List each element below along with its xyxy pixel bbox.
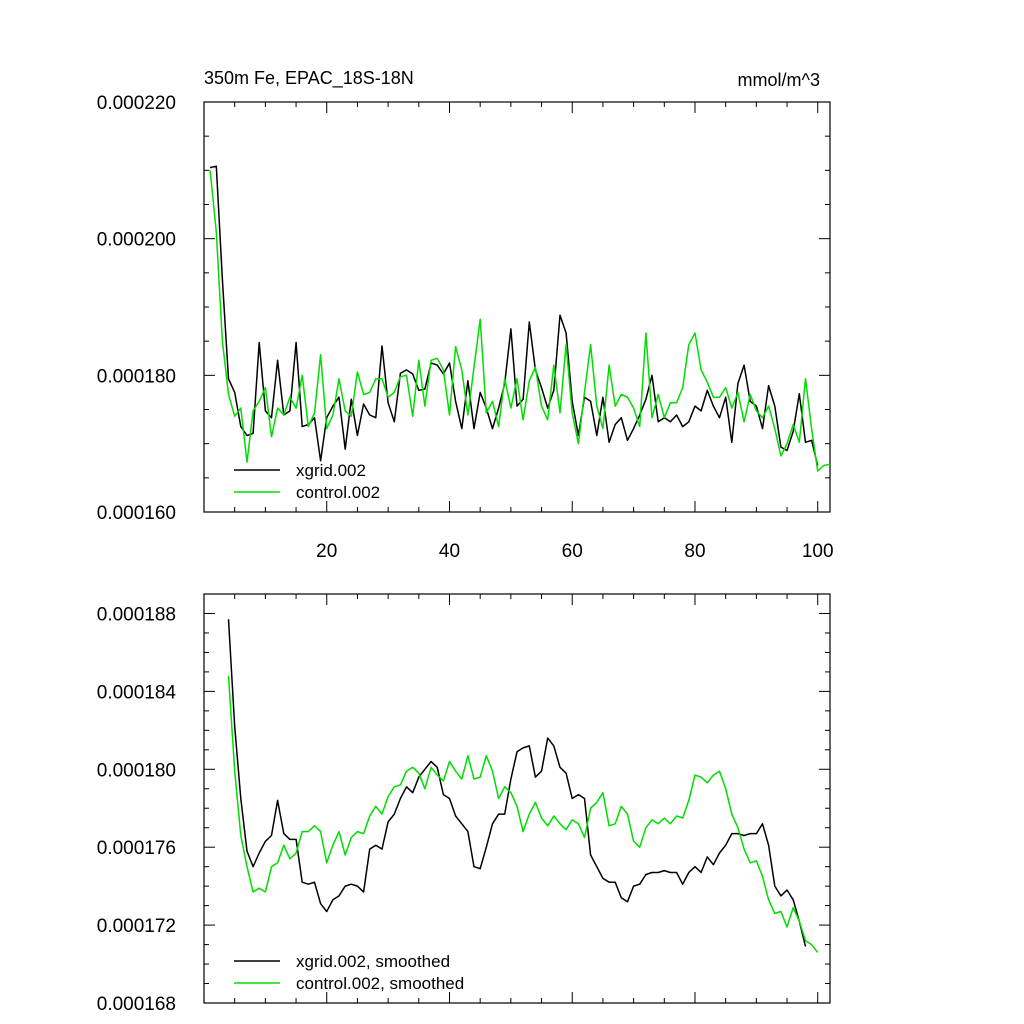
top-panel: 350m Fe, EPAC_18S-18N mmol/m^3 20 40 60 80 1… bbox=[97, 68, 834, 562]
top-x-tick-label: 40 bbox=[439, 541, 460, 562]
bottom-y-tick-label: 0.000180 bbox=[97, 760, 176, 781]
bottom-panel: 0.000168 0.000172 0.000176 0.000180 0.000184… bbox=[97, 593, 831, 1015]
bottom-plot-frame bbox=[203, 593, 831, 1004]
bottom-y-tick-label: 0.000184 bbox=[97, 682, 177, 703]
top-x-tick-label: 80 bbox=[684, 541, 705, 562]
bottom-legend-label: xgrid.002, smoothed bbox=[296, 952, 450, 971]
top-x-tick-label: 100 bbox=[802, 541, 834, 562]
bottom-series-line-xgrid-002-smoothed bbox=[227, 619, 807, 947]
top-y-tick-label: 0.000200 bbox=[97, 230, 176, 251]
bottom-y-tick-label: 0.000172 bbox=[97, 916, 176, 937]
top-y-tick-label: 0.000220 bbox=[97, 93, 176, 114]
top-series-line-control-002 bbox=[209, 170, 831, 472]
top-chart-title: 350m Fe, EPAC_18S-18N bbox=[204, 68, 414, 89]
top-legend-label: control.002 bbox=[296, 483, 380, 502]
top-plot-frame bbox=[203, 101, 831, 513]
bottom-y-tick-label: 0.000168 bbox=[97, 994, 176, 1015]
top-legend-label: xgrid.002 bbox=[296, 461, 366, 480]
top-series-line-xgrid-002 bbox=[209, 165, 819, 466]
bottom-y-tick-label: 0.000176 bbox=[97, 838, 176, 859]
top-x-tick-label: 20 bbox=[316, 541, 337, 562]
top-y-tick-label: 0.000180 bbox=[97, 366, 176, 387]
bottom-series-line-control-002-smoothed bbox=[227, 675, 819, 953]
top-y-tick-label: 0.000160 bbox=[97, 503, 176, 524]
top-x-tick-label: 60 bbox=[562, 541, 583, 562]
bottom-legend-label: control.002, smoothed bbox=[296, 974, 464, 993]
top-chart-units: mmol/m^3 bbox=[738, 70, 820, 90]
bottom-y-tick-label: 0.000188 bbox=[97, 604, 176, 625]
